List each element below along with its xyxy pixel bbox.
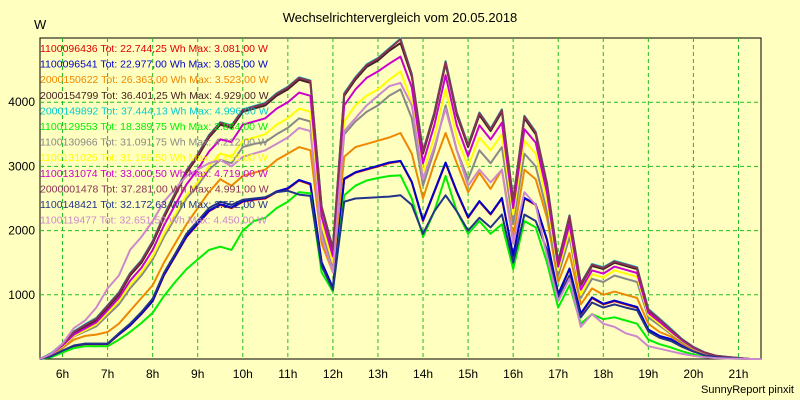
series-line-7 xyxy=(39,88,761,360)
series-line-11 xyxy=(39,189,761,360)
x-tick-label: 18h xyxy=(593,367,613,381)
series-layer xyxy=(39,37,761,360)
legend-entry-4: 2000154799 Tot: 36.401,25 Wh Max: 4.929,… xyxy=(40,90,269,102)
legend-entry-12: 1100119477 Tot: 32.651,50 Wh Max: 4.450,… xyxy=(40,215,267,227)
x-tick-label: 13h xyxy=(368,367,388,381)
y-axis-unit: W xyxy=(34,17,47,32)
legend-entry-5: 2000149892 Tot: 37.444,13 Wh Max: 4.996,… xyxy=(40,105,269,117)
series-line-6 xyxy=(39,174,761,360)
x-tick-label: 7h xyxy=(101,367,114,381)
series-line-10 xyxy=(39,38,761,360)
legend-entry-6: 1100129553 Tot: 18.389,75 Wh Max: 2.864,… xyxy=(40,121,268,133)
x-tick-label: 17h xyxy=(548,367,568,381)
y-tick-label: 3000 xyxy=(8,159,35,173)
legend-entry-7: 1100130966 Tot: 31.091,75 Wh Max: 4.212,… xyxy=(40,137,268,149)
x-tick-label: 6h xyxy=(56,367,69,381)
x-tick-label: 19h xyxy=(638,367,658,381)
legend-entry-8: 1100131025 Tot: 31.186,50 Wh Max: 4.498,… xyxy=(40,152,268,164)
x-tick-label: 11h xyxy=(278,367,297,381)
legend-entry-11: 1100148421 Tot: 32.172,63 Wh Max: 2.552,… xyxy=(40,199,268,211)
legend-entry-1: 1100096436 Tot: 22.744,25 Wh Max: 3.081,… xyxy=(40,43,268,55)
legend-entry-3: 2000150622 Tot: 26.363,00 Wh Max: 3.523,… xyxy=(40,74,269,86)
y-tick-label: 2000 xyxy=(8,224,35,238)
series-line-3 xyxy=(39,132,761,360)
axis-ticks: 6h 7h 8h 9h 10h 11h 12h 13h 14h 15h 16h 17h 18h 19h 20… xyxy=(8,95,748,381)
x-tick-label: 10h xyxy=(233,367,253,381)
legend-entry-9: 1100131074 Tot: 33.000,50 Wh Max: 4.719,… xyxy=(40,168,268,180)
credit-text: SunnyReport pinxit xyxy=(701,384,794,396)
x-tick-label: 9h xyxy=(191,367,204,381)
series-line-9 xyxy=(39,55,761,360)
x-tick-label: 15h xyxy=(458,367,478,381)
x-tick-label: 12h xyxy=(323,367,343,381)
x-tick-label: 14h xyxy=(413,367,433,381)
y-tick-label: 1000 xyxy=(8,288,35,302)
legend-entry-10: 2000001478 Tot: 37.281,00 Wh Max: 4.991,… xyxy=(40,183,269,195)
x-tick-label: 21h xyxy=(728,367,748,381)
x-tick-label: 8h xyxy=(146,367,159,381)
legend-entry-2: 1100096541 Tot: 22.977,00 Wh Max: 3.085,… xyxy=(40,59,268,71)
legend: 1100096436 Tot: 22.744,25 Wh Max: 3.081,… xyxy=(40,43,269,227)
x-tick-label: 16h xyxy=(503,367,523,381)
series-line-12 xyxy=(39,81,761,360)
y-tick-label: 4000 xyxy=(8,95,35,109)
chart-title: Wechselrichtervergleich vom 20.05.2018 xyxy=(282,10,518,25)
x-tick-label: 20h xyxy=(683,367,703,381)
